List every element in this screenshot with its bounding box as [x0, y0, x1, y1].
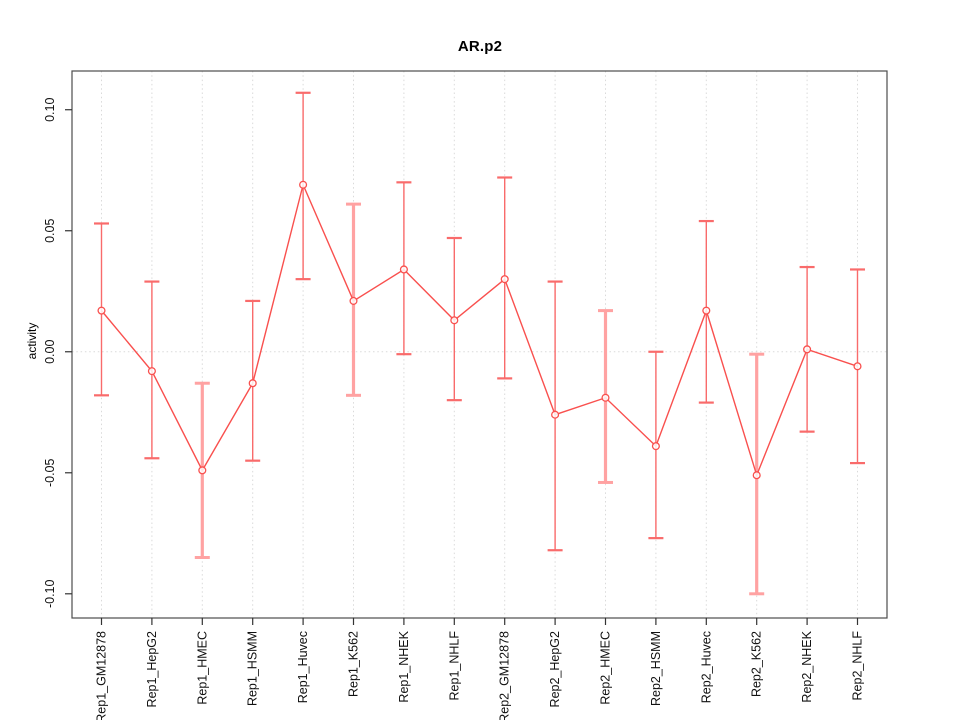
x-tick-label: Rep1_GM12878 [95, 631, 109, 720]
x-tick-label: Rep1_Huvec [296, 631, 310, 703]
series-line [100, 182, 858, 478]
data-point [803, 345, 812, 354]
data-point [248, 379, 257, 388]
data-point [349, 296, 358, 305]
y-tick-label: -0.10 [43, 580, 57, 609]
data-point [853, 362, 862, 371]
data-point [551, 410, 560, 419]
x-tick-label: Rep1_K562 [347, 631, 361, 697]
x-tick-label: Rep2_HSMM [649, 631, 663, 706]
x-tick-label: Rep1_HMEC [195, 631, 209, 705]
data-point [147, 367, 156, 376]
data-point [399, 265, 408, 274]
data-point [500, 275, 509, 284]
x-tick-label: Rep2_K562 [750, 631, 764, 697]
data-point [651, 442, 660, 451]
data-point [450, 316, 459, 325]
x-tick-label: Rep1_NHLF [447, 631, 461, 701]
data-point [299, 180, 308, 189]
plot-box [71, 70, 888, 619]
data-point [601, 393, 610, 402]
x-tick-label: Rep2_NHLF [851, 631, 865, 701]
x-tick-label: Rep1_HSMM [246, 631, 260, 706]
y-tick-label: 0.00 [43, 340, 57, 364]
data-point [702, 306, 711, 315]
x-tick-label: Rep1_NHEK [397, 630, 411, 702]
x-tick-label: Rep2_GM12878 [498, 631, 512, 720]
data-point [752, 471, 761, 480]
x-tick-label: Rep1_HepG2 [145, 631, 159, 707]
y-tick-label: 0.05 [43, 219, 57, 243]
x-tick-label: Rep2_Huvec [699, 631, 713, 703]
chart-title: AR.p2 [457, 38, 503, 55]
y-tick-label: 0.10 [43, 98, 57, 122]
data-point [198, 466, 207, 475]
data-point [97, 306, 106, 315]
x-tick-label: Rep2_NHEK [800, 630, 814, 702]
x-tick-label: Rep2_HMEC [599, 631, 613, 705]
y-tick-label: -0.05 [43, 458, 57, 487]
x-tick-label: Rep2_HepG2 [548, 631, 562, 707]
